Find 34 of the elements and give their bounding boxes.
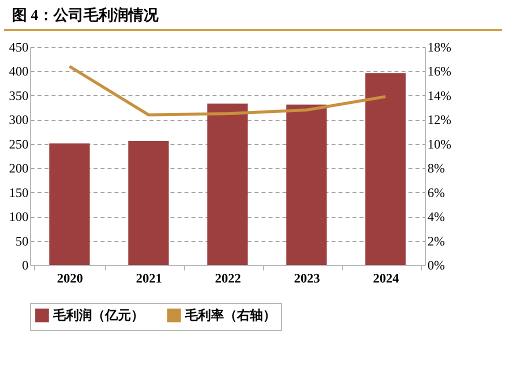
y-tick-label: 350 — [9, 88, 28, 103]
y2-tick-label: 6% — [428, 184, 445, 200]
legend-label: 毛利润（亿元） — [52, 307, 144, 322]
y2-tick-label: 16% — [428, 64, 452, 79]
y2-tick-label: 4% — [428, 209, 445, 224]
x-tick-label: 2022 — [215, 270, 241, 286]
bar — [207, 104, 248, 265]
y2-tick-label: 10% — [428, 136, 452, 152]
y-tick-label: 150 — [9, 184, 28, 200]
y-tick-label: 100 — [9, 209, 28, 224]
y-tick-label: 250 — [9, 136, 28, 152]
bar — [128, 140, 169, 265]
y2-tick-label: 2% — [428, 233, 445, 248]
bar — [365, 73, 406, 265]
y-tick-label: 300 — [9, 112, 28, 128]
y-tick-label: 400 — [9, 64, 28, 79]
y2-tick-label: 12% — [428, 112, 452, 128]
bar — [286, 104, 327, 265]
y-tick-label: 450 — [9, 40, 28, 54]
y-tick-label: 0 — [22, 258, 28, 272]
bar — [49, 143, 90, 265]
y2-tick-label: 0% — [428, 258, 445, 272]
line-series — [68, 64, 387, 116]
legend-label: 毛利率（右轴） — [184, 307, 276, 322]
x-tick-label: 2023 — [294, 270, 320, 286]
y2-tick-label: 8% — [428, 160, 445, 176]
chart-title: 图 4：公司毛利润情况 — [4, 0, 502, 31]
y2-tick-label: 14% — [428, 88, 452, 103]
y-tick-label: 200 — [9, 160, 28, 176]
x-tick-label: 2020 — [57, 270, 83, 286]
y2-tick-label: 18% — [428, 40, 452, 54]
y-tick-label: 50 — [16, 233, 28, 248]
x-tick-label: 2024 — [373, 270, 400, 286]
x-tick-label: 2021 — [136, 270, 162, 286]
